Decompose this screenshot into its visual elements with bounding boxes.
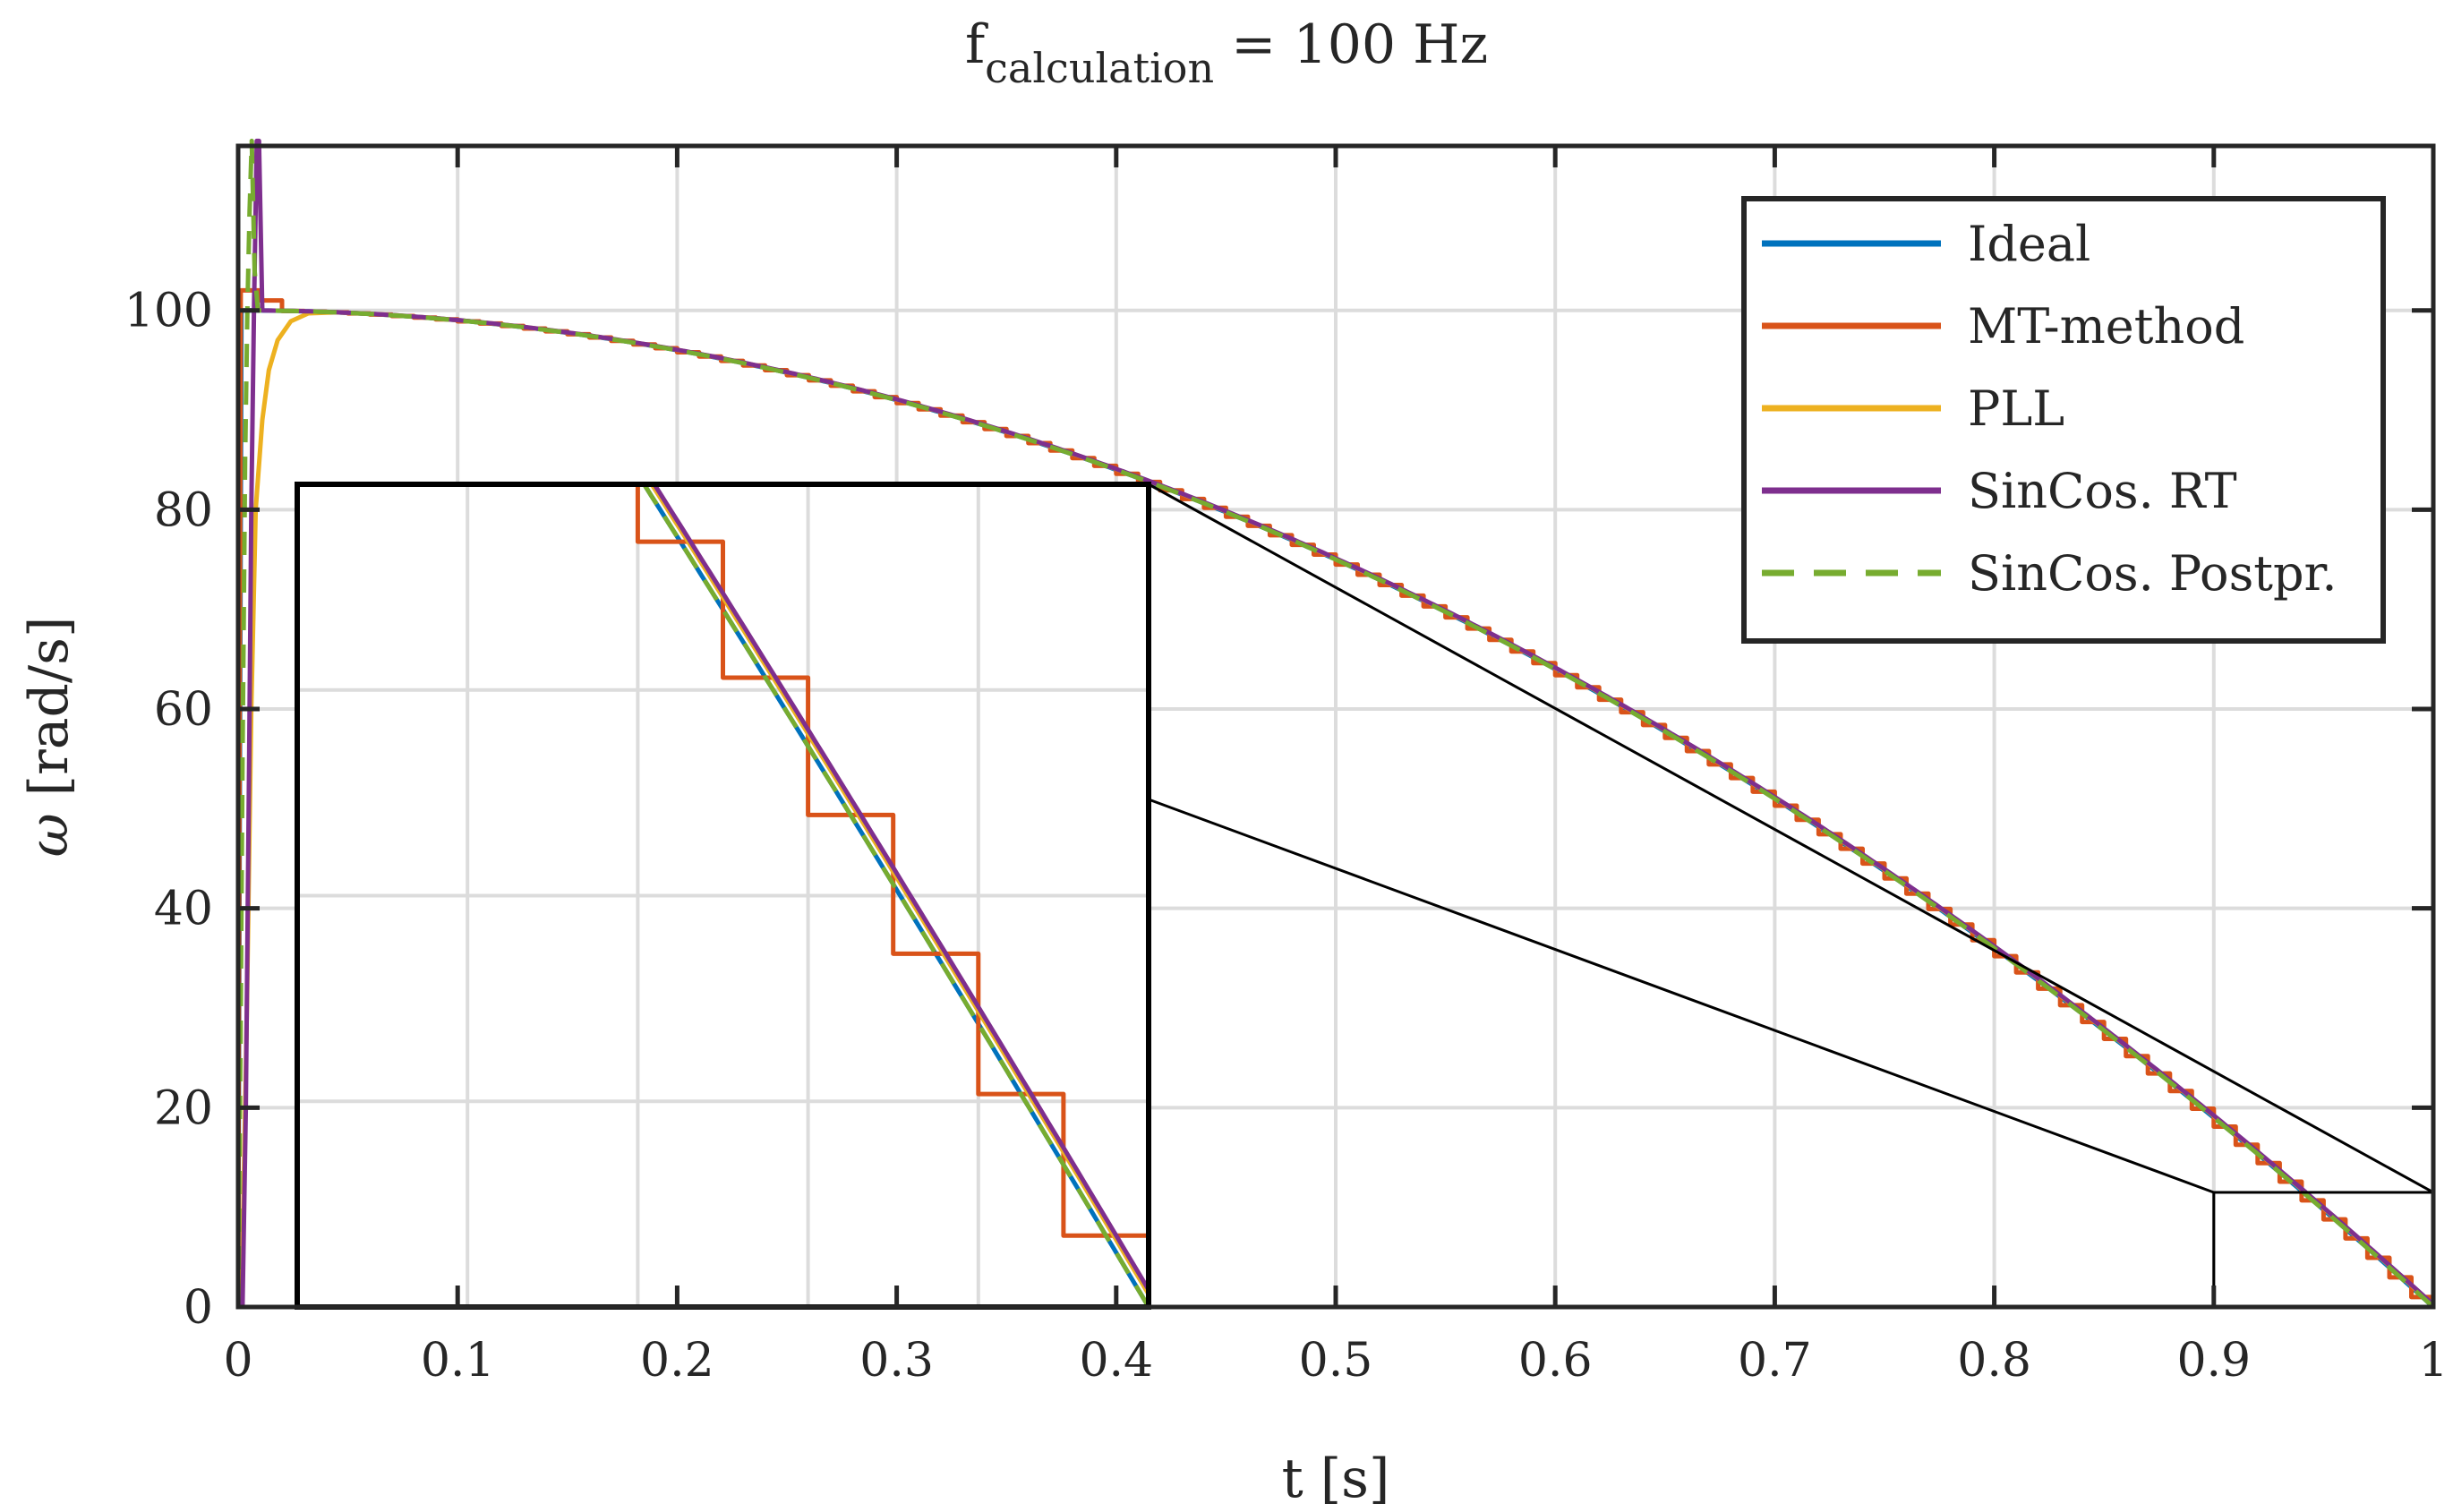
- y-tick-label-5: 100: [124, 285, 213, 338]
- x-tick-label-3: 0.3: [859, 1334, 934, 1388]
- x-tick-label-10: 1: [2418, 1334, 2448, 1388]
- series-group: [235, 138, 2436, 1310]
- inset-series-line-sincos-postpr: [641, 484, 1149, 1307]
- y-tick-label-1: 20: [154, 1081, 213, 1135]
- x-tick-label-7: 0.7: [1738, 1334, 1812, 1388]
- chart-title: fcalculation = 100 Hz: [965, 13, 1488, 92]
- ticks: 0 0.1 0.2 0.3 0.4 0.5 0.6 0.7 0.8 0.9 1 0 20 40 60 80 10…: [124, 146, 2449, 1388]
- x-tick-label-9: 0.9: [2176, 1334, 2251, 1388]
- y-tick-label-4: 80: [154, 483, 213, 537]
- legend-box: [1741, 196, 2386, 644]
- inset: [295, 482, 1151, 1310]
- y-axis-label: ω [rad/s]: [18, 617, 81, 858]
- x-tick-label-2: 0.2: [640, 1334, 714, 1388]
- x-tick-label-0: 0: [223, 1334, 252, 1388]
- legend-label-sincos-rt: SinCos. RT: [1968, 463, 2237, 519]
- legend: Ideal MT-method PLL SinCos. RT SinCos. Postp…: [1741, 196, 2386, 644]
- y-tick-label-0: 0: [184, 1281, 213, 1335]
- x-tick-label-6: 0.6: [1518, 1334, 1593, 1388]
- x-axis-label: t [s]: [1282, 1448, 1390, 1510]
- x-tick-label-4: 0.4: [1079, 1334, 1153, 1388]
- zoom-connector-top: [1148, 483, 2434, 1194]
- y-axis-symbol: ω: [18, 813, 81, 857]
- inset-series-group: [635, 484, 1149, 1307]
- legend-label-sincos-postpr: SinCos. Postpr.: [1968, 545, 2338, 602]
- zoom-connector-bottom: [1148, 798, 2215, 1194]
- x-tick-label-8: 0.8: [1957, 1334, 2031, 1388]
- title-main: f: [965, 13, 988, 76]
- legend-label-mt-method: MT-method: [1968, 298, 2244, 355]
- y-axis-unit: [rad/s]: [18, 617, 81, 814]
- inset-series-line-sincos-rt: [651, 484, 1149, 1292]
- legend-label-pll: PLL: [1968, 380, 2064, 437]
- title-suffix: = 100 Hz: [1214, 13, 1488, 76]
- y-tick-label-2: 40: [154, 883, 213, 936]
- x-tick-label-5: 0.5: [1299, 1334, 1373, 1388]
- title-subscript: calculation: [985, 44, 1214, 92]
- y-tick-label-3: 60: [154, 683, 213, 737]
- series-line-sincos-postpr: [235, 138, 2435, 1309]
- legend-label-ideal: Ideal: [1968, 216, 2090, 272]
- x-tick-label-1: 0.1: [421, 1334, 495, 1388]
